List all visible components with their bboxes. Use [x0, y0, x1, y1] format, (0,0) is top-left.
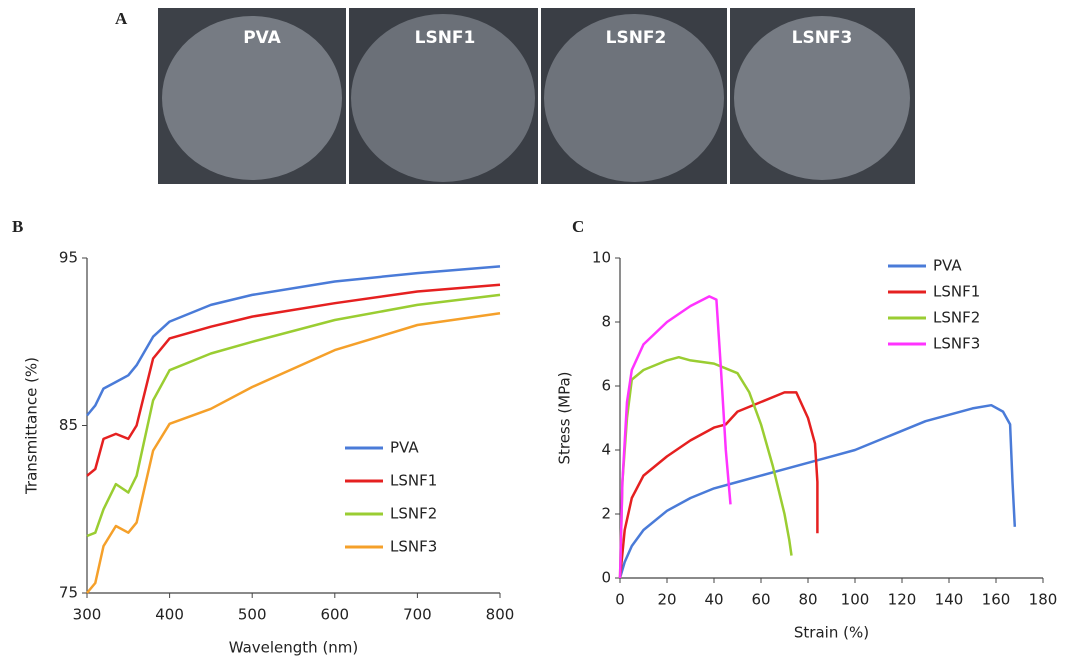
legend-label: LSNF2 [390, 505, 437, 523]
x-axis-title: Strain (%) [794, 624, 869, 642]
series-line [86, 312, 501, 594]
photo-label: LSNF3 [792, 28, 853, 48]
legend-label: LSNF3 [390, 538, 437, 556]
series-line [86, 265, 501, 417]
series-line [618, 355, 793, 579]
x-tick-label: 120 [888, 591, 917, 609]
x-tick-label: 140 [935, 591, 964, 609]
y-tick-label: 2 [601, 505, 611, 523]
legend-label: PVA [390, 439, 419, 457]
film [544, 14, 724, 182]
legend-label: LSNF1 [933, 283, 980, 301]
x-tick-label: 600 [320, 606, 349, 624]
panel-label: B [12, 217, 23, 236]
panel-label: A [115, 9, 128, 28]
y-tick-label: 8 [601, 313, 611, 331]
y-tick-label: 85 [59, 416, 78, 434]
x-tick-label: 700 [403, 606, 432, 624]
photos: PVA LSNF1 LSNF2 LSNF3 [158, 8, 915, 184]
series-line [86, 293, 501, 538]
x-tick-label: 160 [982, 591, 1011, 609]
y-axis-title: Transmittance (%) [23, 357, 41, 495]
legend-label: LSNF2 [933, 309, 980, 327]
legend-label: PVA [933, 257, 962, 275]
x-tick-label: 400 [155, 606, 184, 624]
y-tick-label: 10 [592, 249, 611, 267]
x-tick-label: 800 [486, 606, 515, 624]
y-axis-title: Stress (MPa) [556, 371, 574, 464]
x-tick-label: 60 [751, 591, 770, 609]
x-axis-title: Wavelength (nm) [229, 639, 359, 657]
series-line [618, 295, 732, 579]
panel-label: C [572, 217, 584, 236]
x-tick-label: 180 [1029, 591, 1058, 609]
x-tick-label: 40 [704, 591, 723, 609]
legend-label: LSNF1 [390, 472, 437, 490]
photo-label: LSNF2 [606, 28, 667, 48]
y-tick-label: 75 [59, 584, 78, 602]
x-tick-label: 20 [657, 591, 676, 609]
series-line [618, 391, 819, 579]
y-tick-label: 0 [601, 569, 611, 587]
film [351, 14, 535, 182]
y-tick-label: 95 [59, 249, 78, 267]
photo-label: PVA [243, 28, 281, 48]
legend-label: LSNF3 [933, 335, 980, 353]
series-line [86, 283, 501, 477]
x-tick-label: 80 [798, 591, 817, 609]
x-tick-label: 0 [615, 591, 625, 609]
y-tick-label: 4 [601, 441, 611, 459]
film [734, 16, 910, 180]
series-line [618, 403, 1017, 579]
x-tick-label: 500 [238, 606, 267, 624]
x-tick-label: 100 [841, 591, 870, 609]
y-tick-label: 6 [601, 377, 611, 395]
x-tick-label: 300 [73, 606, 102, 624]
film [162, 16, 342, 180]
photo-label: LSNF1 [415, 28, 476, 48]
